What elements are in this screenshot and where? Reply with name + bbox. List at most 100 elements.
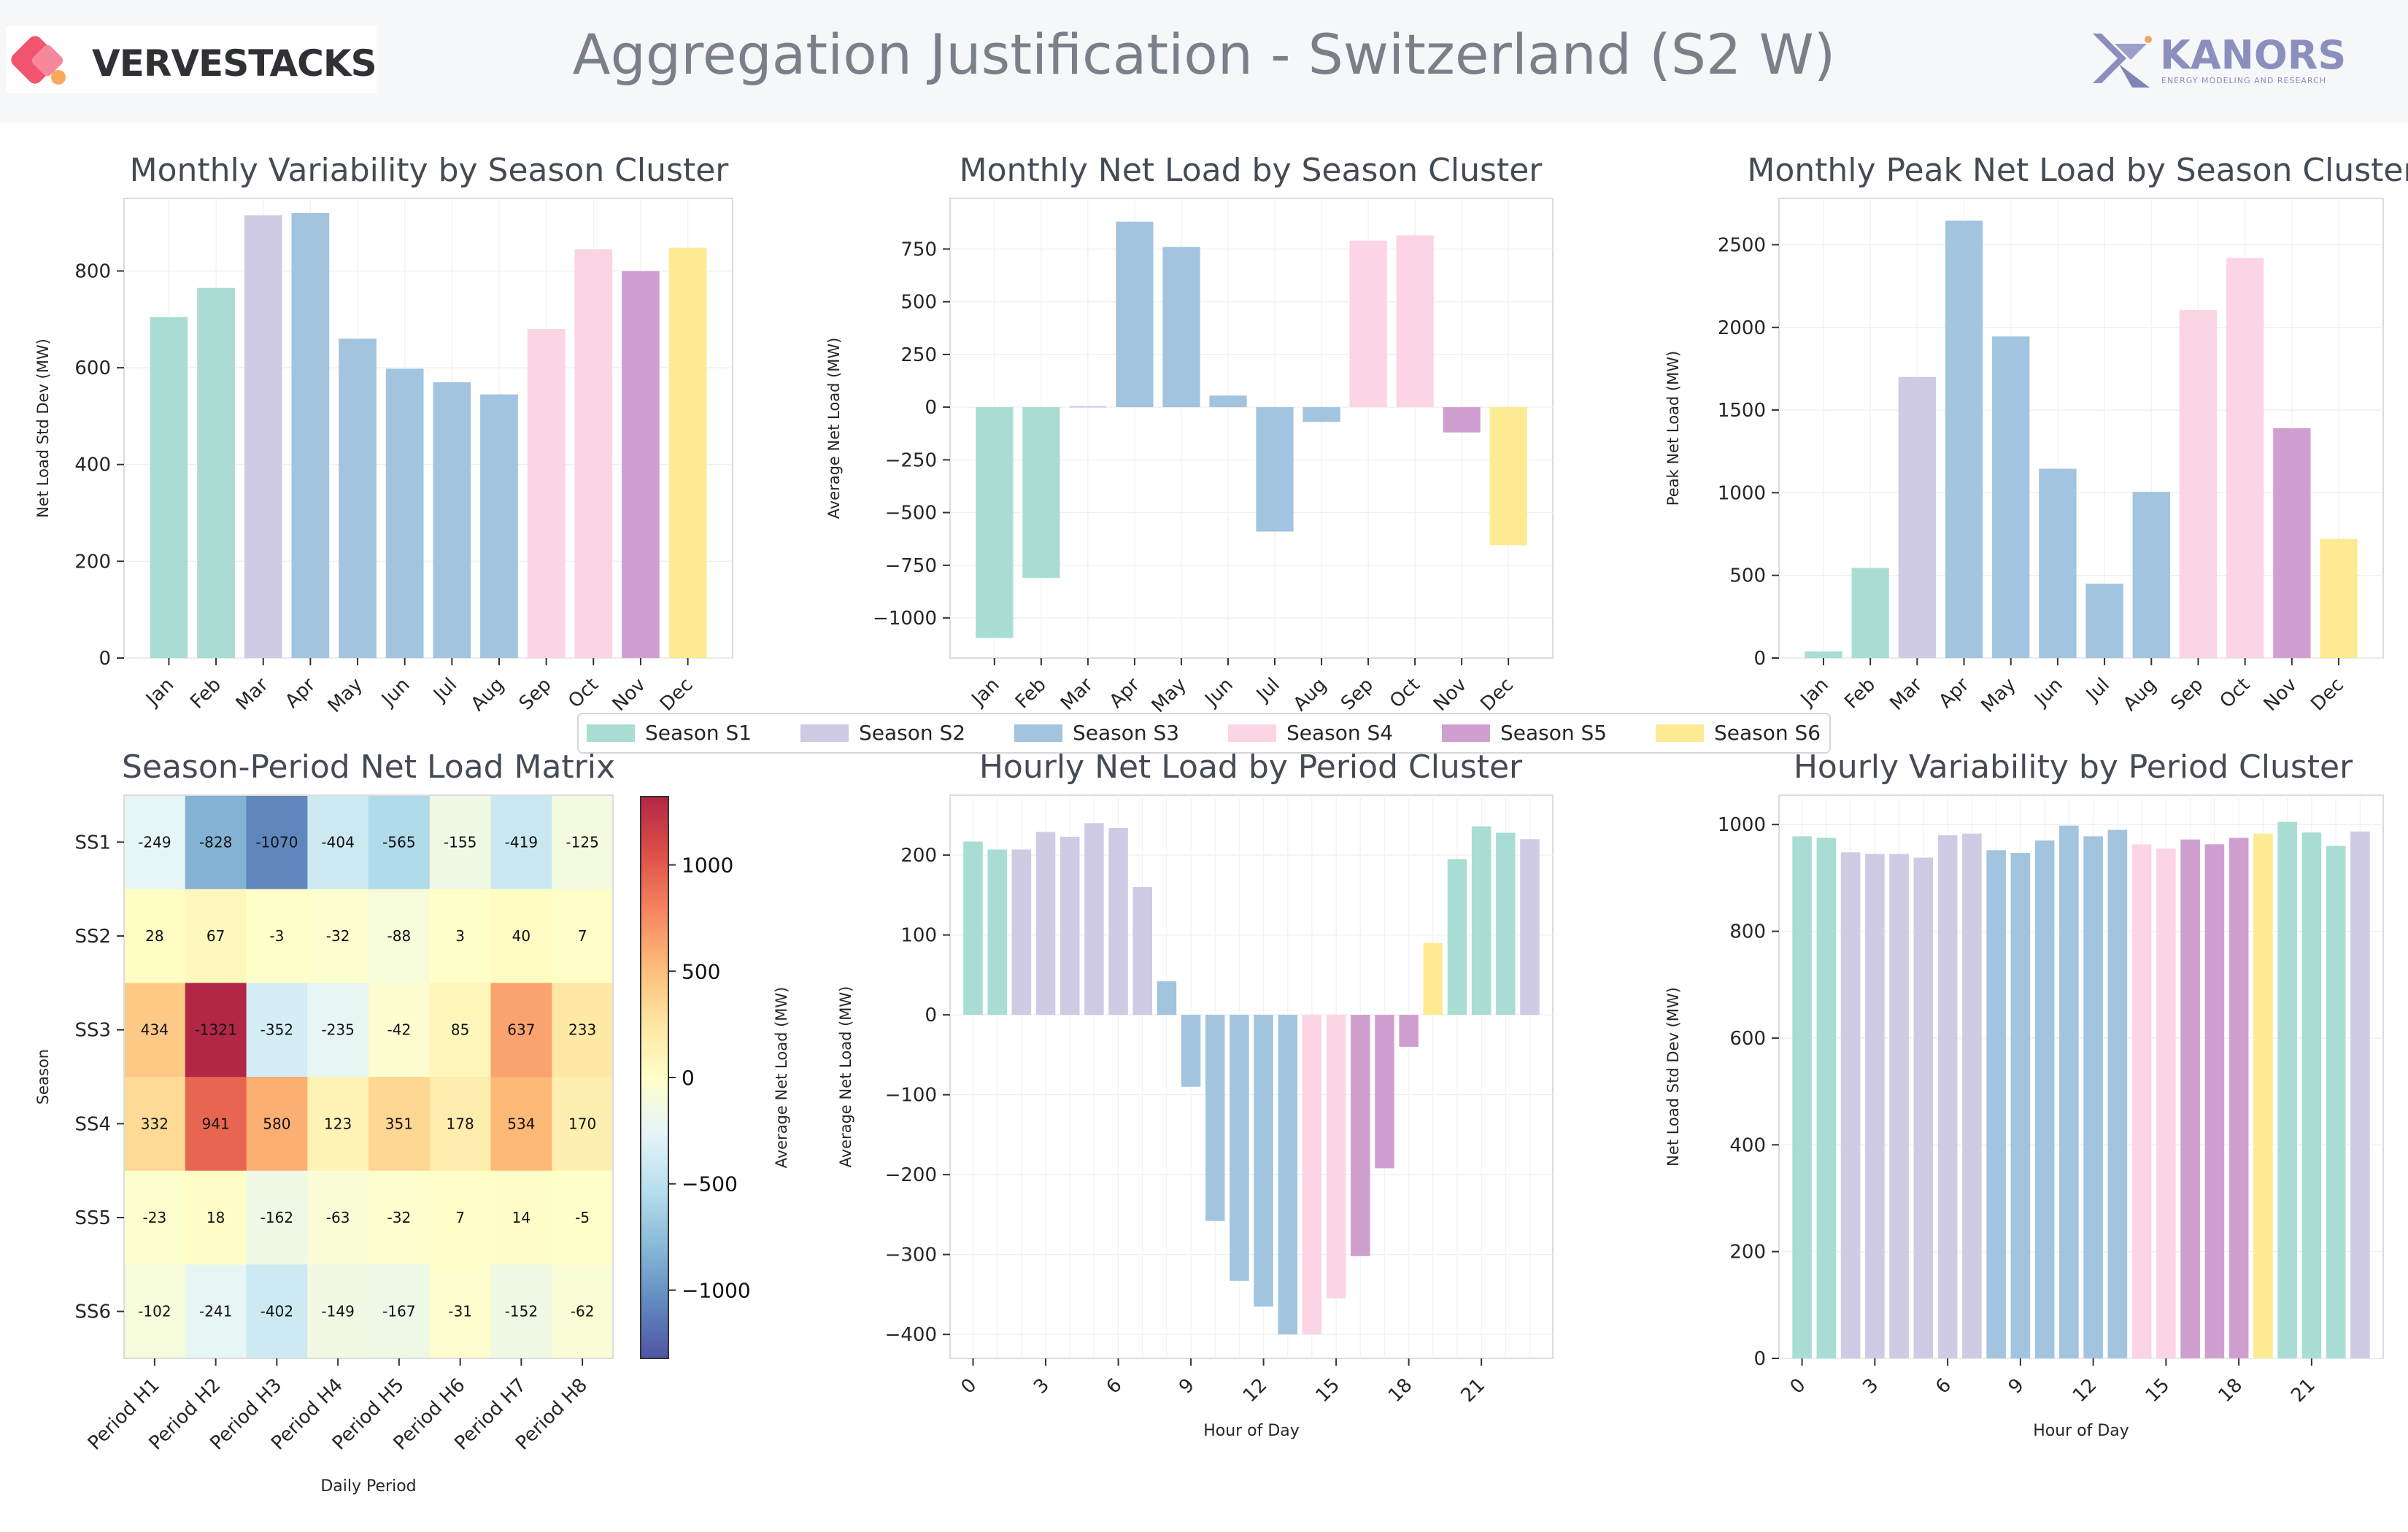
- heatmap-cell-label: 28: [145, 927, 163, 945]
- heatmap-cell: [185, 889, 247, 983]
- heatmap-cell: [490, 1264, 552, 1359]
- bar-6: [1937, 835, 1958, 1358]
- bar-Mar: [1069, 406, 1107, 408]
- y-tick-label: 200: [900, 845, 937, 867]
- bar-14: [1302, 1015, 1322, 1335]
- vervestacks-logo-text: VERVESTACKS: [92, 42, 377, 85]
- x-tick-label: May: [1977, 674, 2020, 717]
- bar-10: [2034, 840, 2055, 1358]
- heatmap-cell-label: 434: [141, 1021, 169, 1039]
- x-tick-label: Aug: [1289, 674, 1331, 716]
- heatmap-cell: [124, 795, 186, 890]
- bar-May: [339, 338, 377, 658]
- heatmap-cell-label: -5: [575, 1209, 590, 1226]
- bar-8: [1986, 850, 2006, 1358]
- y-tick-label: 500: [900, 292, 937, 314]
- bar-23: [1520, 839, 1540, 1015]
- x-tick-label: Mar: [1057, 674, 1097, 715]
- heatmap-cell: [124, 1077, 186, 1172]
- x-tick-label: 15: [1311, 1374, 1344, 1407]
- bar-Sep: [2179, 309, 2218, 658]
- bar-14: [2131, 844, 2152, 1358]
- heatmap-cell: [368, 1077, 431, 1172]
- bar-7: [1132, 886, 1152, 1015]
- heatmap-cell-label: -102: [138, 1303, 171, 1320]
- x-tick-label: Jan: [1796, 674, 1833, 711]
- x-tick-label: Jul: [2081, 674, 2114, 707]
- legend-swatch-S3: [1014, 724, 1062, 742]
- x-tick-label: Aug: [2119, 674, 2161, 716]
- y-tick-label: 750: [900, 239, 937, 260]
- x-tick-label: Dec: [2307, 674, 2348, 716]
- y-tick-label: 800: [1729, 921, 1766, 943]
- heatmap-cell: [185, 983, 247, 1078]
- vervestacks-logo-mark: [11, 36, 66, 85]
- y-axis-label: Season: [34, 1049, 52, 1104]
- heatmap-cell: [368, 1264, 431, 1359]
- heatmap-cell-label: -419: [505, 833, 538, 851]
- bar-23: [2350, 831, 2370, 1358]
- y-axis-label: Peak Net Load (MW): [1664, 351, 1682, 506]
- legend-label-S4: Season S4: [1286, 721, 1393, 745]
- bar-15: [1326, 1015, 1346, 1299]
- y-tick-label: 0: [1753, 648, 1766, 670]
- heatmap-cell: [552, 1170, 614, 1265]
- y-axis-label: Average Net Load (MW): [837, 986, 854, 1168]
- bar-Feb: [1851, 568, 1889, 658]
- heatmap-cell: [124, 983, 186, 1078]
- y-tick-label: 800: [74, 260, 111, 282]
- heatmap-cell-label: 85: [451, 1021, 469, 1039]
- monthly-peak-chart: 0 500 1000 1500 2000 2500 Jan Feb Mar Apr May Jun Ju…: [1664, 152, 2408, 717]
- heatmap-cell: [124, 1170, 186, 1265]
- bar-Aug: [1303, 407, 1340, 422]
- heatmap-cell: [490, 1077, 552, 1172]
- heatmap-cell-label: -235: [321, 1021, 354, 1039]
- heatmap-cell-label: 14: [512, 1209, 530, 1226]
- bar-Jul: [1256, 407, 1294, 532]
- chart-title: Hourly Variability by Period Cluster: [1794, 748, 2353, 786]
- y-axis-label: Net Load Std Dev (MW): [34, 338, 52, 518]
- page-title: Aggregation Justification - Switzerland …: [572, 22, 1836, 87]
- heatmap-cell-label: 351: [385, 1115, 413, 1132]
- heatmap-cell: [185, 1264, 247, 1359]
- heatmap-cell-label: -249: [138, 833, 171, 851]
- bar-Nov: [622, 271, 660, 658]
- heatmap-cell: [246, 1264, 308, 1359]
- x-axis-label: Hour of Day: [1203, 1422, 1300, 1440]
- y-tick-label: 2500: [1718, 234, 1766, 256]
- bar-7: [1962, 833, 1982, 1358]
- x-tick-label: May: [324, 674, 367, 717]
- x-tick-label: 12: [1239, 1374, 1272, 1407]
- heatmap-cell-label: -32: [326, 927, 350, 945]
- bar-13: [1278, 1015, 1298, 1335]
- heatmap-cell-label: -32: [387, 1209, 412, 1226]
- monthly-variability-chart: 0 200 400 600 800 Jan Feb Mar Apr May Jun Jul Aug Sep…: [34, 152, 733, 717]
- y-tick-label: 100: [900, 925, 937, 947]
- heatmap-cell-label: -62: [571, 1303, 595, 1320]
- heatmap-cell: [429, 1170, 491, 1265]
- heatmap-cell-label: 40: [512, 927, 530, 945]
- y-tick-label: 1000: [1718, 482, 1766, 504]
- x-tick-label: Feb: [1840, 674, 1880, 713]
- heatmap-cell-label: -63: [326, 1209, 350, 1226]
- y-tick-label: 400: [74, 454, 111, 476]
- bar-0: [963, 841, 983, 1015]
- legend-swatch-S1: [587, 724, 635, 742]
- heatmap-cell: [552, 889, 614, 983]
- x-tick-label: Jul: [1251, 674, 1284, 707]
- bar-Aug: [480, 394, 518, 658]
- heatmap-cell-label: -31: [448, 1303, 472, 1320]
- x-tick-label: 0: [957, 1374, 981, 1398]
- bar-Jun: [1209, 395, 1247, 408]
- heatmap-cell-label: -88: [387, 927, 412, 945]
- y-tick-label: SS6: [74, 1301, 111, 1323]
- hourly-variability-chart: 0 200 400 600 800 1000 0 3 6 9 12 15 18 21 Hourly Vari…: [1664, 748, 2384, 1440]
- heatmap-cell: [307, 983, 369, 1078]
- x-tick-label: 12: [2069, 1374, 2102, 1407]
- legend-swatch-S4: [1228, 724, 1276, 742]
- x-tick-label: Sep: [1337, 674, 1378, 715]
- colorbar-tick-label: 1000: [682, 854, 733, 878]
- x-axis-label: Daily Period: [320, 1477, 416, 1496]
- heatmap-cell: [246, 795, 308, 890]
